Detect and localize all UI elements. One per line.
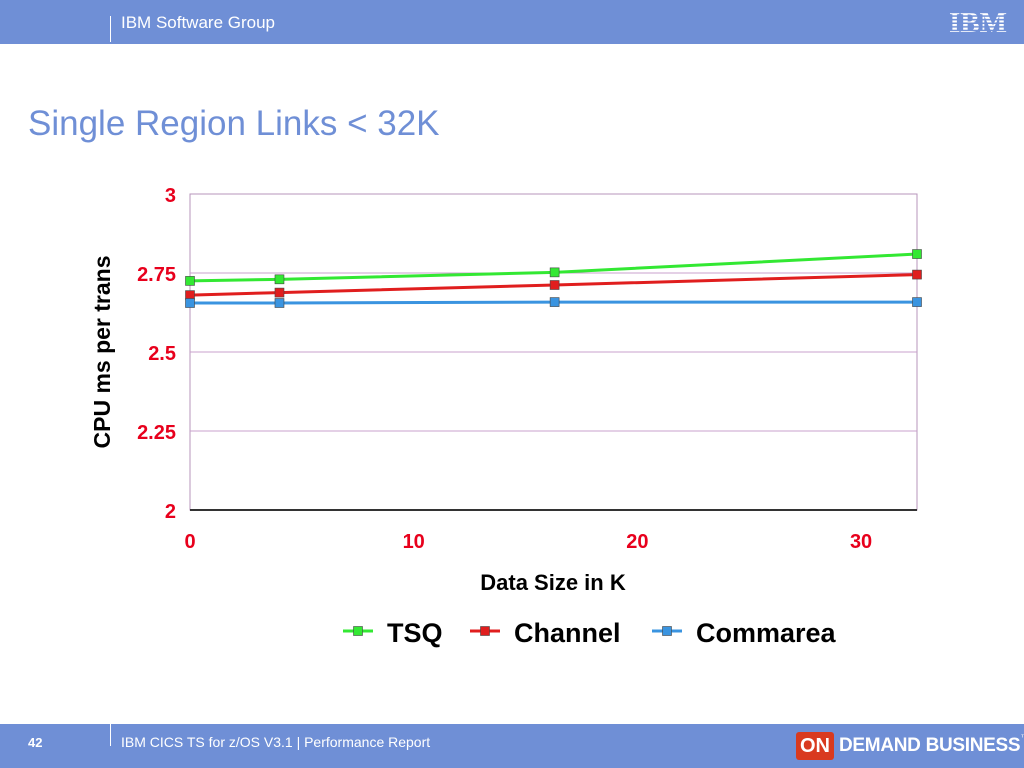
- y-tick-label: 2: [165, 501, 176, 523]
- x-tick-label: 30: [850, 531, 872, 553]
- legend-entry-commarea: Commarea: [652, 618, 837, 648]
- x-tick-label: 20: [626, 531, 648, 553]
- data-point: [549, 297, 560, 307]
- page-title: Single Region Links < 32K: [28, 104, 440, 143]
- legend-label: TSQ: [387, 618, 443, 648]
- data-point: [185, 298, 195, 308]
- series-channel: [185, 269, 922, 300]
- data-point: [912, 269, 922, 280]
- legend-entry-tsq: TSQ: [343, 618, 443, 648]
- data-point: [185, 276, 195, 286]
- series-commarea: [185, 297, 922, 308]
- ibm-logo: IBM: [949, 7, 1007, 36]
- footer-divider: [110, 724, 111, 746]
- series-line-channel: [189, 273, 918, 297]
- odb-text: DEMAND BUSINESS: [839, 735, 1021, 756]
- footer-bar: 42 IBM CICS TS for z/OS V3.1 | Performan…: [0, 724, 1024, 768]
- data-point: [912, 249, 922, 259]
- header-divider: [110, 16, 111, 42]
- series-line-commarea: [190, 300, 917, 305]
- series-line-tsq: [189, 252, 918, 283]
- y-tick-label: 2.75: [137, 264, 176, 286]
- odb-trademark: ™: [1020, 733, 1024, 742]
- y-tick-label: 2.25: [137, 422, 176, 444]
- ibm-logo-text: IBM: [949, 7, 1007, 36]
- footer-text: IBM CICS TS for z/OS V3.1 | Performance …: [121, 734, 431, 750]
- data-point: [549, 280, 560, 290]
- data-point: [274, 287, 285, 298]
- legend-marker: [662, 626, 672, 636]
- legend-label: Channel: [514, 618, 621, 648]
- odb-on-badge: ON: [796, 732, 834, 760]
- legend-label: Commarea: [696, 618, 837, 648]
- data-point: [274, 274, 285, 285]
- page-number: 42: [28, 735, 43, 750]
- y-tick-label: 2.5: [148, 343, 176, 365]
- x-axis-label: Data Size in K: [480, 570, 626, 595]
- data-point: [549, 267, 560, 278]
- on-demand-business-logo: ON DEMAND BUSINESS ™: [796, 731, 1024, 761]
- header-group-name: IBM Software Group: [121, 13, 276, 32]
- y-tick-label: 3: [165, 185, 176, 207]
- legend-entry-channel: Channel: [470, 618, 621, 648]
- legend-marker: [480, 626, 490, 636]
- data-point: [274, 298, 285, 308]
- x-tick-label: 10: [403, 531, 425, 553]
- data-point: [912, 297, 922, 307]
- series-tsq: [185, 249, 922, 286]
- y-axis-label: CPU ms per trans: [89, 255, 115, 448]
- header-bar: IBM Software Group IBM: [0, 0, 1024, 44]
- legend-marker: [353, 626, 363, 636]
- x-tick-label: 0: [184, 531, 195, 553]
